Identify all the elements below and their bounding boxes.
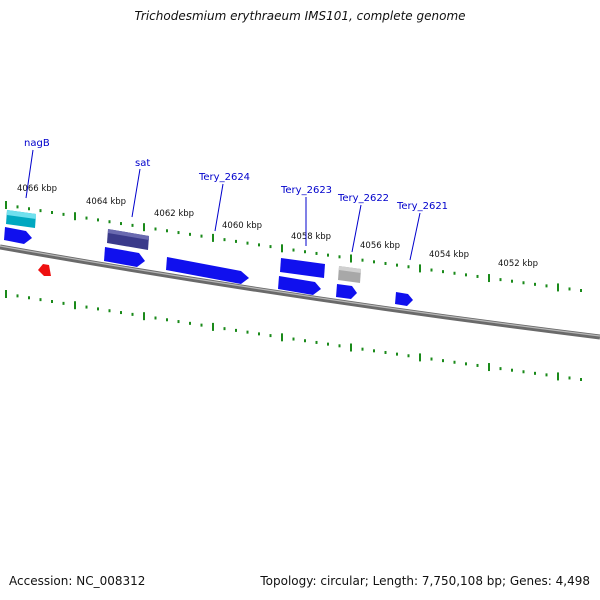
gene-label-tery-2622[interactable]: Tery_2622: [337, 193, 389, 204]
gene-track-inner: [4, 227, 413, 306]
tick-label: 4064 kbp: [86, 197, 126, 207]
tick-label: 4062 kbp: [154, 209, 194, 219]
gene-forward[interactable]: [104, 247, 145, 267]
gene-label-leaders: [25, 149, 421, 261]
gene-forward[interactable]: [336, 284, 357, 299]
tick-label: 4054 kbp: [429, 250, 469, 260]
gene-forward[interactable]: [278, 276, 321, 295]
gene-reverse[interactable]: [38, 264, 51, 276]
tick-label: 4060 kbp: [222, 221, 262, 231]
tick-labels: 4066 kbp 4064 kbp 4062 kbp 4060 kbp 4058…: [17, 184, 538, 269]
gene-label-nagB[interactable]: nagB: [24, 138, 50, 149]
tick-label: 4066 kbp: [17, 184, 57, 194]
gene-tery-2623[interactable]: [280, 258, 325, 278]
gene-label-tery-2623[interactable]: Tery_2623: [280, 185, 332, 196]
inner-tick-ring: [5, 289, 582, 381]
outer-tick-ring: [5, 200, 582, 292]
tick-label: 4052 kbp: [498, 259, 538, 269]
gene-label-sat[interactable]: sat: [135, 158, 150, 169]
map-title: Trichodesmium erythraeum IMS101, complet…: [134, 9, 466, 23]
genome-backbone: [0, 244, 600, 340]
gene-label-tery-2621[interactable]: Tery_2621: [396, 201, 448, 212]
tick-label: 4058 kbp: [291, 232, 331, 242]
topology-text: Topology: circular; Length: 7,750,108 bp…: [260, 574, 590, 588]
accession-text: Accession: NC_008312: [9, 574, 146, 588]
tick-label: 4056 kbp: [360, 241, 400, 251]
gene-track-outer: [6, 210, 361, 283]
gene-forward[interactable]: [4, 227, 32, 244]
gene-tery-2621[interactable]: [395, 292, 413, 306]
gene-tery-2624[interactable]: [166, 257, 249, 284]
gene-label-tery-2624[interactable]: Tery_2624: [198, 172, 250, 183]
